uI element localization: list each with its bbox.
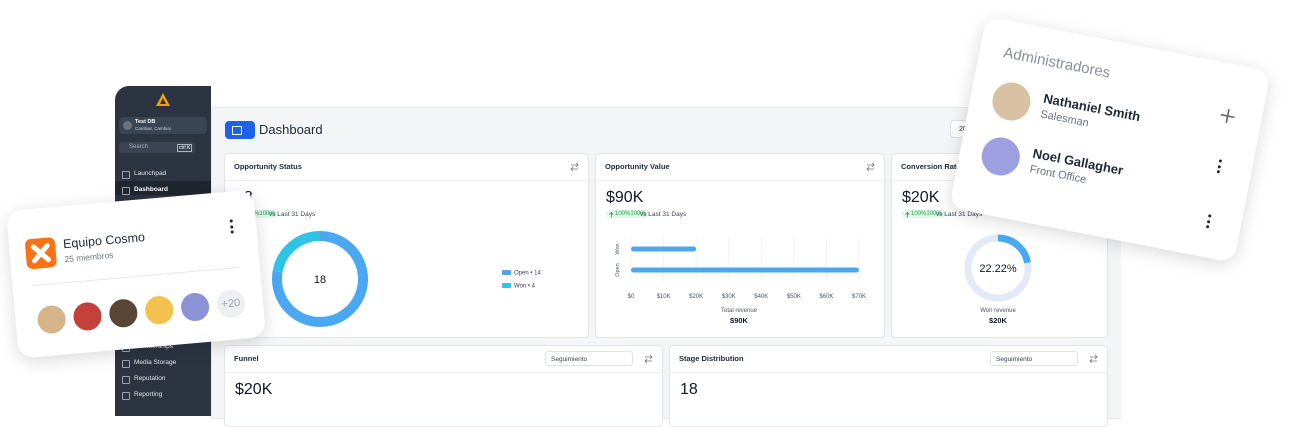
- team-members: 25 miembros: [64, 249, 114, 265]
- legend-label: Open • 14: [514, 271, 541, 277]
- admins-card: Administradores Nathaniel Smith Salesman…: [949, 16, 1271, 263]
- avatar: [986, 76, 1037, 127]
- y-tick-label: Won: [615, 243, 621, 254]
- avatar: [106, 295, 141, 331]
- account-name: Test DB: [135, 119, 156, 125]
- up-arrow: [905, 211, 910, 217]
- y-tick-label: Open: [615, 263, 621, 276]
- nav-item[interactable]: Dashboard: [134, 186, 168, 193]
- search-placeholder: Search: [129, 144, 149, 150]
- swap-icon[interactable]: [644, 355, 653, 363]
- page: Test DB Cambiar, Cambiar Search ctrl K L…: [6, 16, 1271, 427]
- divider: [670, 372, 1107, 373]
- nav-item[interactable]: Launchpad: [134, 170, 167, 177]
- swap-icon[interactable]: [866, 163, 875, 171]
- footer-label: Total revenue: [721, 308, 758, 314]
- compare-label: vs Last 31 Days: [640, 211, 687, 218]
- x-tick-label: $50K: [787, 294, 801, 300]
- kpi-value: 18: [680, 381, 698, 398]
- card-title: Funnel: [234, 354, 259, 363]
- legend-swatch: [502, 270, 511, 275]
- shortcut: ctrl K: [177, 144, 193, 152]
- x-tick-label: $60K: [819, 294, 833, 300]
- x-tick-label: $20K: [689, 294, 703, 300]
- donut-segment: [272, 231, 321, 273]
- footer-value: $20K: [989, 316, 1008, 325]
- change-badge: 100%100%: [902, 210, 945, 218]
- card-title: Stage Distribution: [679, 354, 744, 363]
- admin-menu[interactable]: [1216, 159, 1223, 176]
- up-arrow: [609, 211, 614, 217]
- admin-menu[interactable]: [1205, 214, 1212, 231]
- nav-icon: [122, 360, 130, 368]
- bar: [631, 246, 697, 252]
- avatar: [976, 131, 1026, 182]
- avatar: [34, 302, 69, 337]
- kpi-value: $90K: [606, 189, 644, 206]
- change-badge: 100%100%: [606, 210, 649, 218]
- footer-label: Won revenue: [980, 308, 1016, 314]
- card-title: Opportunity Value: [605, 162, 670, 171]
- kpi-value: $20K: [235, 381, 273, 398]
- avatar: [177, 289, 213, 325]
- nav-item[interactable]: Reputation: [134, 375, 166, 382]
- avatar: [141, 292, 177, 328]
- kpi-value: $20K: [902, 189, 940, 206]
- x-tick-label: $0: [628, 294, 635, 300]
- page-title: Dashboard: [259, 122, 323, 137]
- stage-select[interactable]: Seguimiento: [545, 351, 633, 366]
- divider: [225, 372, 662, 373]
- nav-icon: [122, 171, 130, 179]
- divider: [32, 266, 240, 287]
- swap-icon[interactable]: [570, 163, 579, 171]
- add-admin[interactable]: [1218, 107, 1237, 126]
- nav-item[interactable]: Reporting: [134, 391, 163, 398]
- nav-icon: [122, 187, 130, 195]
- stage-select[interactable]: Seguimiento: [990, 351, 1078, 366]
- divider: [225, 180, 588, 181]
- swap-icon[interactable]: [1089, 355, 1098, 363]
- bar: [631, 267, 859, 273]
- donut-segment: [272, 231, 368, 327]
- team-menu[interactable]: [229, 219, 234, 236]
- gauge-label: 22.22%: [979, 263, 1017, 275]
- card-title: Opportunity Status: [234, 162, 302, 171]
- footer-value: $90K: [730, 316, 749, 325]
- legend-label: Won • 4: [514, 284, 536, 290]
- gauge-arc: [997, 234, 1031, 264]
- more-members[interactable]: +20: [213, 286, 249, 322]
- compare-label: vs Last 31 Days: [269, 211, 316, 218]
- donut-center: 18: [314, 274, 326, 286]
- team-card: Equipo Cosmo 25 miembros +20: [6, 189, 266, 359]
- search-box[interactable]: Search ctrl K: [119, 142, 195, 153]
- account-sub: Cambiar, Cambiar: [135, 126, 172, 131]
- x-tick-label: $70K: [852, 294, 866, 300]
- x-tick-label: $10K: [657, 294, 671, 300]
- nav-icon: [122, 376, 130, 384]
- active-row: [115, 181, 211, 195]
- menu-button[interactable]: [225, 121, 255, 139]
- chart-card: Opportunity Value $90K 100% 100% vs Last 31 …: [595, 153, 885, 338]
- avatar: [70, 299, 105, 334]
- account-switcher[interactable]: Test DB Cambiar, Cambiar: [119, 117, 207, 134]
- admins-title: Administradores: [1002, 44, 1112, 82]
- team-icon: [24, 236, 58, 270]
- team-name: Equipo Cosmo: [62, 230, 146, 252]
- charts: Open • 14 Won • 4 18 $0 $10K $20K $30K $40K $50K…: [272, 231, 1032, 327]
- legend-swatch: [502, 283, 511, 288]
- nav-item[interactable]: Media Storage: [134, 359, 177, 366]
- logo: [156, 93, 170, 106]
- divider: [596, 180, 884, 181]
- card-title: Conversion Rate: [901, 162, 961, 171]
- x-tick-label: $40K: [754, 294, 768, 300]
- compare-label: vs Last 31 Days: [936, 211, 983, 218]
- x-tick-label: $30K: [722, 294, 736, 300]
- nav-icon: [122, 392, 130, 400]
